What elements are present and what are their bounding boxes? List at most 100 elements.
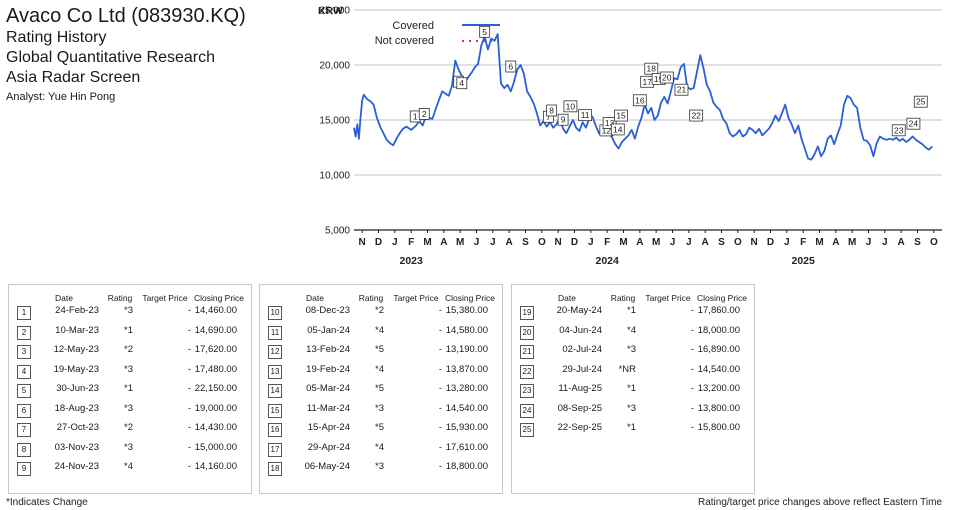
rating-marker-label: 18 [647,64,657,74]
row-target-price: - [690,363,694,375]
table-row: 3 12-May-23 *2 -17,620.00 [9,344,251,360]
row-closing-price: 17,610.00 [445,441,488,453]
row-target-price: - [438,461,442,472]
table-row: 11 05-Jan-24 *4 -14,580.00 [260,325,502,341]
row-date: 18-Aug-23 [54,402,99,414]
x-tick-label: J [882,237,888,248]
header-target-price: Target Price [393,293,439,303]
row-closing-price: 14,690.00 [194,324,237,336]
row-date: 19-Feb-24 [306,363,350,375]
x-tick-label: A [702,237,709,248]
rating-marker-box [456,77,468,90]
row-target-price: - [187,324,191,336]
row-closing-price: 15,000.00 [194,441,237,453]
rating-marker-box [578,109,593,122]
row-closing-price: 13,280.00 [445,383,488,394]
y-tick-label: 10,000 [319,171,350,182]
table-header: Date Rating Target Price Closing Price [260,293,502,313]
table-row: 10 08-Dec-23 *2 -15,380.00 [260,305,502,321]
x-tick-label: M [848,237,856,248]
footnote-time: Rating/target price changes above reflec… [697,497,942,508]
x-tick-label: S [718,237,725,248]
row-target-price: - [438,383,442,394]
row-target-price: - [690,344,694,355]
row-date: 04-Jun-24 [559,324,602,336]
title-block: Avaco Co Ltd (083930.KQ) Rating History … [6,4,306,105]
row-target-price: - [690,324,694,336]
x-tick-label: J [784,237,790,248]
y-tick-label: 25,000 [319,6,350,17]
x-tick-label: M [652,237,660,248]
rating-marker-box [614,109,628,122]
row-number: 6 [17,403,31,418]
row-target-price: - [690,422,694,433]
table-row: 13 19-Feb-24 *4 -13,870.00 [260,364,502,380]
report-line-3: Asia Radar Screen [6,69,141,86]
row-target-price: - [438,305,442,316]
header-closing-price: Closing Price [444,293,496,303]
x-tick-label: A [636,237,643,248]
row-closing-price: 15,800.00 [697,422,740,433]
row-rating: *3 [124,441,133,453]
covered-price-line [353,33,933,161]
table-header: Date Rating Target Price Closing Price [512,293,754,313]
table-row: 18 06-May-24 *3 -18,800.00 [260,461,502,477]
row-number: 7 [17,423,31,437]
table-row: 12 13-Feb-24 *5 -13,190.00 [260,344,502,360]
row-rating: *5 [375,344,384,355]
table-row: 5 30-Jun-23 *1 -22,150.00 [9,383,251,399]
header-rating: Rating [358,293,384,303]
row-number: 11 [268,325,282,340]
row-closing-price: 22,150.00 [194,383,237,394]
row-date: 30-Jun-23 [56,383,99,394]
company-title: Avaco Co Ltd (083930.KQ) [6,5,246,27]
ratings-table-3: Date Rating Target Price Closing Price 19 20-… [511,284,755,494]
header-closing-price: Closing Price [696,293,748,303]
row-date: 27-Oct-23 [56,422,99,433]
table-header: Date Rating Target Price Closing Price [9,293,251,313]
x-tick-label: J [686,237,692,248]
rating-marker-label: 1 [413,111,418,121]
x-tick-label: N [555,237,562,248]
rating-marker-box [659,71,674,84]
row-rating: *2 [375,305,384,316]
table-row: 20 04-Jun-24 *4 -18,000.00 [512,325,754,341]
row-date: 11-Aug-25 [558,383,602,394]
x-tick-label: F [800,237,806,248]
row-number: 25 [520,423,534,437]
rating-marker-label: 21 [677,85,687,95]
table-row: 24 08-Sep-25 *3 -13,800.00 [512,403,754,419]
table-row: 14 05-Mar-24 *5 -13,280.00 [260,383,502,399]
row-date: 29-Jul-24 [562,363,602,375]
row-number: 2 [17,325,31,340]
row-rating: *5 [375,422,384,433]
row-date: 12-May-23 [53,344,99,355]
row-date: 19-May-23 [53,363,99,375]
table-row: 16 15-Apr-24 *5 -15,930.00 [260,422,502,438]
table-row: 9 24-Nov-23 *4 -14,160.00 [9,461,251,477]
table-row: 8 03-Nov-23 *3 -15,000.00 [9,442,251,458]
rating-marker-label: 23 [894,125,904,135]
row-closing-price: 13,870.00 [445,363,488,375]
rating-marker-label: 15 [616,111,626,121]
row-target-price: - [187,344,191,355]
row-rating: *4 [375,441,384,453]
row-closing-price: 14,580.00 [445,324,488,336]
row-target-price: - [438,441,442,453]
row-date: 05-Jan-24 [307,324,350,336]
table-row: 1 24-Feb-23 *3 -14,460.00 [9,305,251,321]
row-closing-price: 15,380.00 [445,305,488,316]
row-date: 15-Apr-24 [307,422,350,433]
rating-marker-box [689,109,704,122]
row-number: 8 [17,442,31,457]
rating-marker-label: 12 [602,125,612,135]
row-rating: *4 [375,363,384,375]
row-number: 19 [520,306,534,320]
rating-marker-label: 7 [546,112,551,122]
x-tick-label: D [375,237,382,248]
row-date: 08-Sep-25 [557,402,602,414]
x-tick-label: J [474,237,480,248]
rating-marker-label: 2 [422,109,427,119]
row-target-price: - [187,461,191,472]
